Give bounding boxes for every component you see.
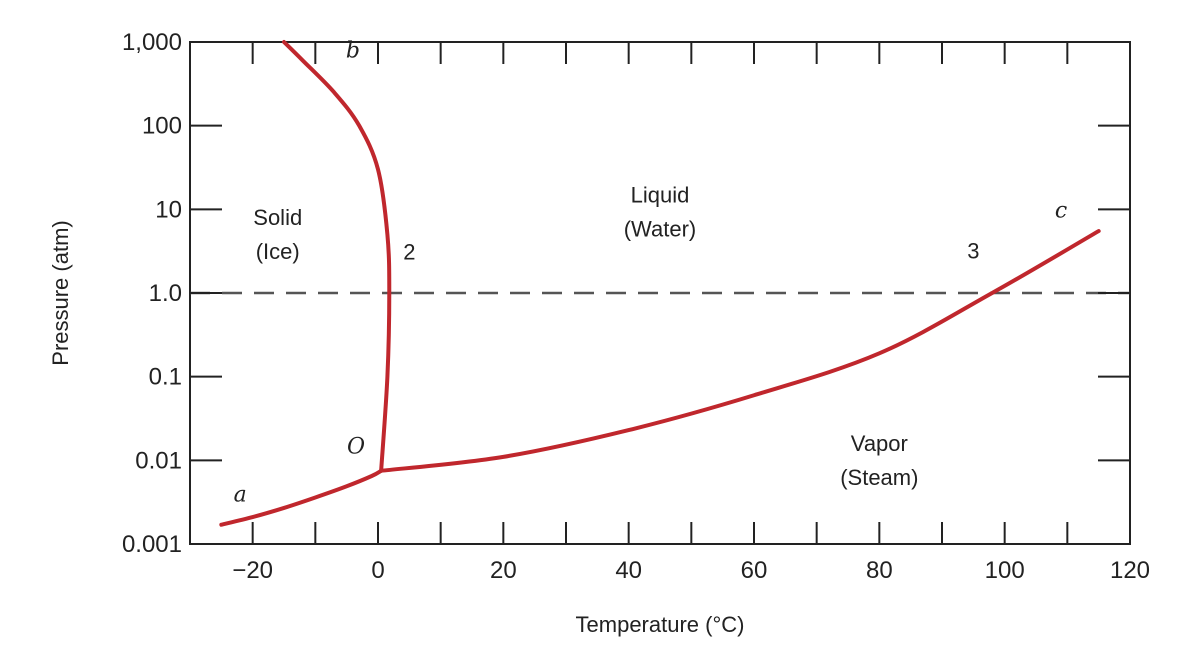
- y-axis-title: Pressure (atm): [48, 220, 73, 365]
- phase-boundary-curve-aO: [219, 468, 384, 527]
- label-layer: a b c O 2 3 Solid (Ice) Liquid (Water) Vapor (Steam…: [234, 39, 1068, 508]
- region-label: (Steam): [840, 465, 918, 490]
- point-label-2: 2: [403, 240, 415, 265]
- x-tick-label: 0: [371, 557, 384, 584]
- region-label: (Water): [624, 217, 697, 242]
- region-label: Vapor: [851, 431, 908, 456]
- point-label-3: 3: [967, 238, 979, 263]
- phase-boundary-curve-Oc: [379, 229, 1101, 473]
- y-tick-label: 0.001: [122, 531, 182, 558]
- phase-boundary-curve-Ob: [282, 40, 392, 473]
- x-tick-label: −20: [232, 557, 273, 584]
- region-label: (Ice): [256, 239, 300, 264]
- region-label: Liquid: [631, 183, 690, 208]
- x-tick-label: 60: [741, 557, 768, 584]
- y-tick-label: 10: [155, 196, 182, 223]
- y-tick-label: 1.0: [149, 280, 182, 307]
- y-tick-label: 100: [142, 113, 182, 140]
- y-tick-label: 0.01: [135, 447, 182, 474]
- region-label: Solid: [253, 205, 302, 230]
- curve-label-a: a: [234, 483, 247, 508]
- x-tick-label: 120: [1110, 557, 1150, 584]
- x-tick-label: 100: [985, 557, 1025, 584]
- x-tick-label: 20: [490, 557, 517, 584]
- point-label-O: O: [347, 435, 365, 460]
- x-tick-label: 80: [866, 557, 893, 584]
- x-axis-title: Temperature (°C): [576, 612, 745, 637]
- tick-layer: −20 0 20 40 60 80 100 120 0.001 0.01 0.1 1.0 10 100 1,…: [122, 29, 1150, 584]
- x-tick-label: 40: [615, 557, 642, 584]
- y-tick-label: 0.1: [149, 364, 182, 391]
- curve-label-b: b: [346, 39, 360, 64]
- y-tick-label: 1,000: [122, 29, 182, 56]
- curve-layer: [219, 40, 1101, 527]
- curve-label-c: c: [1055, 198, 1067, 223]
